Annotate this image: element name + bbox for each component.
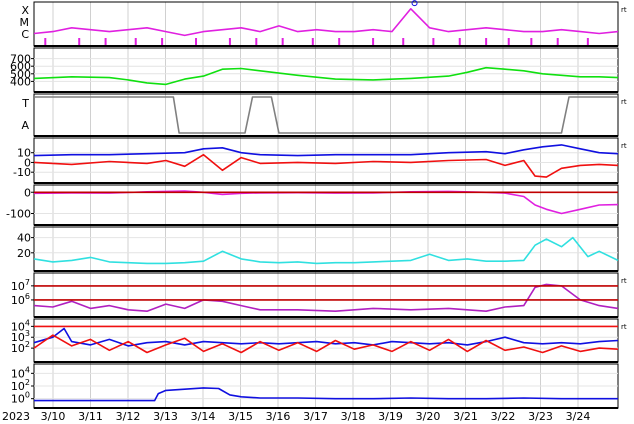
series-line bbox=[34, 387, 618, 402]
flare-tick bbox=[78, 38, 81, 46]
y-tick-label: 106 bbox=[11, 292, 30, 307]
x-tick-label: 3/22 bbox=[491, 410, 516, 423]
flare-tick bbox=[134, 38, 137, 46]
y-tick-label: 20 bbox=[17, 247, 31, 260]
flare-tick bbox=[338, 38, 341, 46]
y-tick-label: -100 bbox=[6, 208, 31, 221]
flare-tick bbox=[372, 38, 375, 46]
panel-frame bbox=[33, 184, 619, 226]
y-tick-label: 400 bbox=[10, 75, 31, 88]
y-tick-label: 40 bbox=[17, 232, 31, 245]
series-line bbox=[33, 153, 619, 178]
x-tick-label: 3/15 bbox=[228, 410, 253, 423]
year-label: 2023 bbox=[2, 410, 30, 423]
series-line bbox=[33, 190, 619, 215]
panel-frame bbox=[33, 226, 619, 272]
y-tick-label: 700 bbox=[10, 53, 31, 66]
x-tick-label: 3/17 bbox=[303, 410, 328, 423]
series-line bbox=[33, 334, 619, 354]
panel-frame bbox=[33, 137, 619, 184]
x-tick-label: 3/23 bbox=[528, 410, 553, 423]
panel-frame bbox=[33, 93, 619, 137]
right-marker: rt bbox=[621, 6, 627, 14]
panel-dst-index: -100 0 bbox=[6, 184, 619, 226]
flare-tick bbox=[44, 38, 47, 46]
series-line bbox=[33, 327, 619, 347]
y-tick-label: 103 bbox=[11, 329, 30, 344]
flare-tick bbox=[432, 38, 435, 46]
y-tick-label: 104 bbox=[11, 318, 30, 333]
x-tick-label: 3/16 bbox=[266, 410, 291, 423]
series-line bbox=[33, 144, 619, 157]
y-tick-label: 600 bbox=[10, 60, 31, 73]
flare-tick bbox=[281, 38, 284, 46]
x-tick-label: 3/20 bbox=[416, 410, 441, 423]
x-tick-label: 3/13 bbox=[153, 410, 178, 423]
y-tick-label: 102 bbox=[11, 340, 30, 355]
y-tick-label: -10 bbox=[13, 166, 31, 179]
panel-frame bbox=[33, 318, 619, 363]
x-tick-label: 3/18 bbox=[341, 410, 366, 423]
flare-tick bbox=[507, 38, 510, 46]
x-tick-label: 3/24 bbox=[566, 410, 591, 423]
y-tick-label: 102 bbox=[11, 378, 30, 393]
series-line bbox=[34, 96, 618, 134]
series-line bbox=[33, 66, 619, 86]
series-line bbox=[33, 8, 619, 37]
right-marker: rt bbox=[621, 98, 627, 106]
flare-tick bbox=[402, 38, 405, 46]
x-axis: 2023 3/10 3/11 3/12 3/13 3/14 3/15 3/16 3/17 3/1… bbox=[2, 410, 590, 423]
flare-tick bbox=[255, 38, 258, 46]
panel-frame bbox=[33, 47, 619, 93]
right-marker: rt bbox=[621, 142, 627, 150]
flare-tick bbox=[556, 38, 559, 46]
flare-tick bbox=[195, 38, 198, 46]
x-tick-label: 3/12 bbox=[116, 410, 141, 423]
y-tick-label: 104 bbox=[11, 365, 30, 380]
flare-tick bbox=[311, 38, 314, 46]
category-label: X bbox=[21, 4, 29, 17]
flare-tick bbox=[228, 38, 231, 46]
flare-tick bbox=[586, 38, 589, 46]
category-label: T bbox=[21, 97, 29, 110]
category-label: A bbox=[21, 119, 29, 132]
right-marker: rt bbox=[621, 277, 627, 285]
flare-tick bbox=[485, 38, 488, 46]
x-tick-label: 3/11 bbox=[78, 410, 103, 423]
category-label: M bbox=[20, 16, 30, 29]
right-marker: rt bbox=[621, 323, 627, 331]
series-line bbox=[33, 236, 619, 265]
flare-tick bbox=[104, 38, 107, 46]
event-marker bbox=[411, 0, 418, 7]
y-tick-label: 500 bbox=[10, 68, 31, 81]
y-tick-label: 100 bbox=[11, 391, 30, 406]
category-label: C bbox=[21, 28, 29, 41]
vertical-gridlines bbox=[52, 2, 579, 408]
y-tick-label: 10 bbox=[17, 147, 31, 160]
flare-tick bbox=[458, 38, 461, 46]
flare-tick bbox=[161, 38, 164, 46]
chart-panels: XMCrt400500600700TArt-10010rt-1000204010… bbox=[6, 0, 627, 409]
y-tick-label: 0 bbox=[24, 186, 31, 199]
x-tick-label: 3/21 bbox=[453, 410, 478, 423]
x-tick-label: 3/14 bbox=[191, 410, 216, 423]
y-tick-label: 107 bbox=[11, 278, 30, 293]
x-tick-label: 3/19 bbox=[378, 410, 403, 423]
series-line bbox=[33, 283, 619, 313]
y-tick-label: 0 bbox=[24, 156, 31, 169]
x-tick-label: 3/10 bbox=[41, 410, 66, 423]
flare-tick bbox=[530, 38, 533, 46]
